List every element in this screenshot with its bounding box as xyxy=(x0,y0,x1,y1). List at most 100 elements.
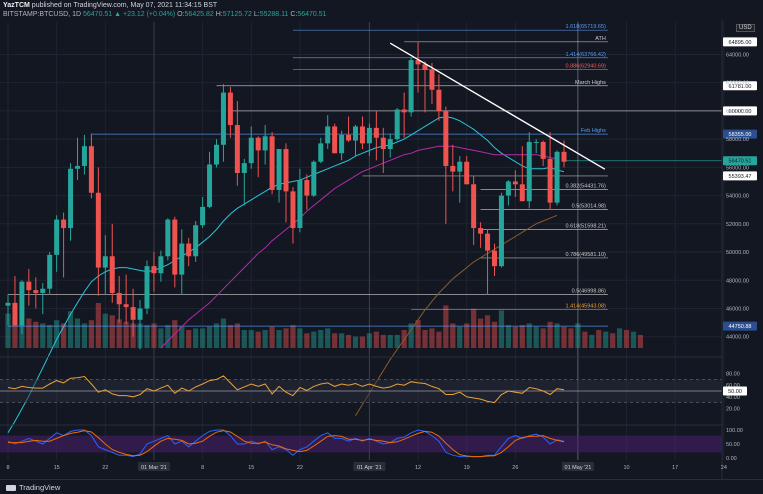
volume-bar xyxy=(415,320,421,348)
candle-body xyxy=(533,141,539,143)
candle-body xyxy=(207,164,213,207)
published-text: published on TradingView.com, May 07, 20… xyxy=(31,2,218,9)
moving-average-line xyxy=(160,145,558,349)
tradingview-brand[interactable]: TradingView xyxy=(6,483,60,492)
candle-body xyxy=(478,228,484,234)
volume-bar xyxy=(206,326,213,348)
volume-bar xyxy=(589,334,595,348)
candle-body xyxy=(359,126,365,144)
rsi-current-value: 50.00 xyxy=(728,389,742,395)
volume-bar xyxy=(450,323,456,348)
price-tag-bg xyxy=(723,171,757,181)
time-axis-label: 17 xyxy=(672,465,678,471)
volume-bar xyxy=(610,333,616,348)
candle-body xyxy=(547,158,553,203)
candle-body xyxy=(214,144,219,165)
ohlc-line: BITSTAMP:BTCUSD, 1D 56470.51 ▲ +23.12 (+… xyxy=(3,11,327,18)
volume-bar xyxy=(47,325,53,348)
volume-bar xyxy=(151,323,157,348)
time-axis-label: 26 xyxy=(512,465,518,471)
volume-bar xyxy=(19,323,25,348)
candle-body xyxy=(505,181,511,196)
time-axis-label: 01 May '21 xyxy=(565,465,592,471)
low-label: L: xyxy=(253,11,260,18)
candle-body xyxy=(123,304,129,308)
time-label-bg xyxy=(137,462,170,471)
volume-bar xyxy=(533,326,539,348)
candle-body xyxy=(151,266,157,274)
moving-average-line xyxy=(355,214,558,416)
time-axis-label: 12 xyxy=(415,465,421,471)
high-value: 57125.72 xyxy=(222,11,252,18)
resistance-trendline xyxy=(389,42,606,170)
volume-bar xyxy=(283,328,289,348)
candle-body xyxy=(387,139,393,150)
rsi-tag-bg xyxy=(723,386,747,396)
volume-bar xyxy=(26,318,32,348)
price-axis-label: 50000.00 xyxy=(726,250,749,256)
candle-body xyxy=(75,165,80,169)
time-axis-label: 01 Apr '21 xyxy=(357,465,382,471)
volume-bar xyxy=(88,320,94,348)
close-label: C: xyxy=(290,11,298,18)
stoch-axis-label: 100.00 xyxy=(726,428,743,434)
rsi-axis-label: 40.00 xyxy=(726,395,740,401)
volume-bar xyxy=(568,328,574,348)
volume-bar xyxy=(554,323,560,348)
volume-bar xyxy=(33,321,39,348)
candle-body xyxy=(464,161,470,185)
candle-body xyxy=(116,292,122,305)
candle-body xyxy=(81,146,87,166)
volume-bar xyxy=(304,333,310,348)
candle-body xyxy=(304,180,310,196)
volume-bar xyxy=(95,303,101,348)
volume-bar xyxy=(582,331,588,348)
volume-bar xyxy=(54,320,60,348)
volume-bar xyxy=(380,334,386,348)
volume-bar xyxy=(200,328,206,348)
price-tag-bg xyxy=(723,129,757,139)
candle-body xyxy=(61,219,67,229)
candle-body xyxy=(457,161,463,172)
candle-body xyxy=(408,60,414,113)
price-tag-bg xyxy=(723,156,757,166)
stoch-axis-label: 0.00 xyxy=(726,456,737,462)
last-price: 56470.51 xyxy=(83,11,113,18)
price-axis-label: 56000.00 xyxy=(726,165,749,171)
price-axis-label: 44000.00 xyxy=(726,335,749,341)
level-label: March Highs xyxy=(575,80,606,86)
candle-body xyxy=(415,60,421,65)
candle-body xyxy=(492,250,497,267)
volume-bar xyxy=(422,330,428,348)
volume-bar xyxy=(220,318,227,348)
price-tag: 58355.00 xyxy=(729,132,752,138)
candle-body xyxy=(283,149,289,192)
time-label-bg xyxy=(353,462,386,471)
volume-bar xyxy=(332,333,338,348)
price-axis-label: 60000.00 xyxy=(726,109,749,115)
currency-label[interactable]: USD xyxy=(736,24,755,32)
symbol-label[interactable]: BITSTAMP:BTCUSD, 1D xyxy=(3,11,82,18)
author-name[interactable]: YazTCM xyxy=(3,2,30,9)
rsi-axis-label: 60.00 xyxy=(726,383,740,389)
candle-body xyxy=(26,281,32,291)
candle-body xyxy=(269,136,275,190)
price-change: ▲ +23.12 (+0.04%) xyxy=(114,11,176,18)
price-tag-bg xyxy=(723,321,757,331)
close-value: 56470.51 xyxy=(297,11,327,18)
candle-body xyxy=(186,243,192,257)
volume-bar xyxy=(186,330,192,348)
candle-body xyxy=(5,302,11,306)
time-axis-label: 24 xyxy=(721,465,727,471)
level-label: 0.886(62940.69) xyxy=(566,63,607,69)
volume-bar xyxy=(623,330,630,348)
candle-body xyxy=(33,290,39,293)
candle-body xyxy=(137,308,143,320)
time-axis-label: 8 xyxy=(6,465,9,471)
candle-body xyxy=(193,225,199,257)
candle-body xyxy=(19,281,25,326)
candle-body xyxy=(318,143,324,162)
open-label: O: xyxy=(177,11,185,18)
volume-bar xyxy=(255,331,261,348)
